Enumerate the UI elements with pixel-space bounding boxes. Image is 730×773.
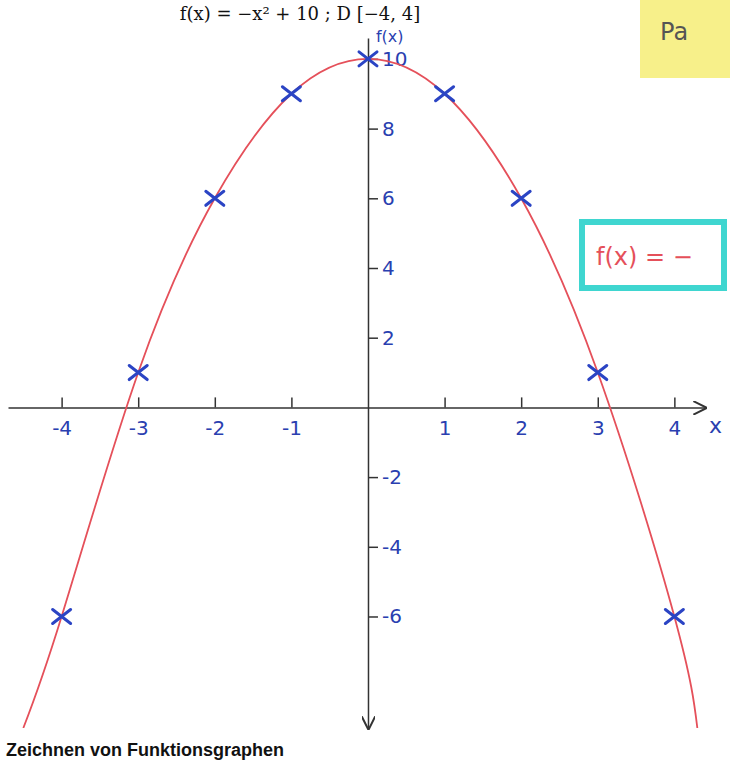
point [53,609,71,623]
y-tick-mark [368,198,378,200]
sticky-note-text: Pa [660,18,688,46]
y-tick-mark [368,477,378,479]
curve [23,59,697,728]
y-axis-title: f(x) [376,27,404,46]
point [589,366,607,380]
x-axis: -4 -3 -2 -1 1 2 3 4 [9,397,706,440]
y-tick-label: 8 [382,117,395,141]
y-axis-line [368,39,370,729]
x-tick-mark [598,397,600,407]
y-tick: 8 [368,117,395,141]
x-tick-mark [291,397,293,407]
x-tick-label: -4 [52,416,72,440]
y-tick: 2 [368,326,395,350]
y-tick-label: 4 [382,256,395,280]
x-tick-label: 2 [515,416,528,440]
y-tick: 4 [368,256,395,280]
y-tick: -2 [368,465,402,489]
point [129,366,147,380]
caption: Zeichnen von Funktionsgraphen [6,740,284,760]
x-tick-mark [215,397,217,407]
x-tick: -3 [129,397,149,440]
x-axis-title: x [709,413,722,438]
y-tick-label: 6 [382,186,395,210]
y-axis: -6-4-2246810 [368,39,407,729]
point [359,52,377,66]
x-tick: 4 [668,397,681,440]
y-tick: 6 [368,186,395,210]
y-tick: -6 [368,604,402,628]
x-tick: 3 [592,397,605,440]
x-tick-label: 1 [439,416,452,440]
formula-text: f(x) = − [596,243,693,271]
x-tick: 1 [439,397,452,440]
formula-box [582,222,724,288]
x-tick-label: -2 [205,416,225,440]
y-tick-mark [368,268,378,270]
point [436,87,454,101]
x-tick: 2 [515,397,528,440]
chart: Paf(x) = −f(x) = −x² + 10 ; D [−4, 4]-4-… [0,0,730,773]
y-tick-mark [368,616,378,618]
sticky-note [640,0,730,78]
x-tick-label: -3 [129,416,149,440]
y-tick-label: -4 [382,535,402,559]
point [282,87,300,101]
y-tick-mark [368,337,378,339]
y-tick: -4 [368,535,402,559]
x-tick-mark [138,397,140,407]
x-axis-line [9,407,706,409]
title: f(x) = −x² + 10 ; D [−4, 4] [180,3,420,24]
x-tick-label: 3 [592,416,605,440]
y-tick-label: 2 [382,326,395,350]
y-tick-mark [368,547,378,549]
x-tick-mark [674,397,676,407]
point [206,191,224,205]
plot-area [23,52,697,728]
point [512,191,530,205]
x-tick: -2 [205,397,225,440]
x-tick-mark [521,397,523,407]
y-tick-label: -6 [382,604,402,628]
x-tick: -4 [52,397,72,440]
x-tick-label: -1 [282,416,302,440]
x-tick-mark [444,397,446,407]
point [665,609,683,623]
x-tick-label: 4 [668,416,681,440]
x-tick: -1 [282,397,302,440]
y-tick-label: -2 [382,465,402,489]
x-tick-mark [61,397,63,407]
y-tick-mark [368,128,378,130]
